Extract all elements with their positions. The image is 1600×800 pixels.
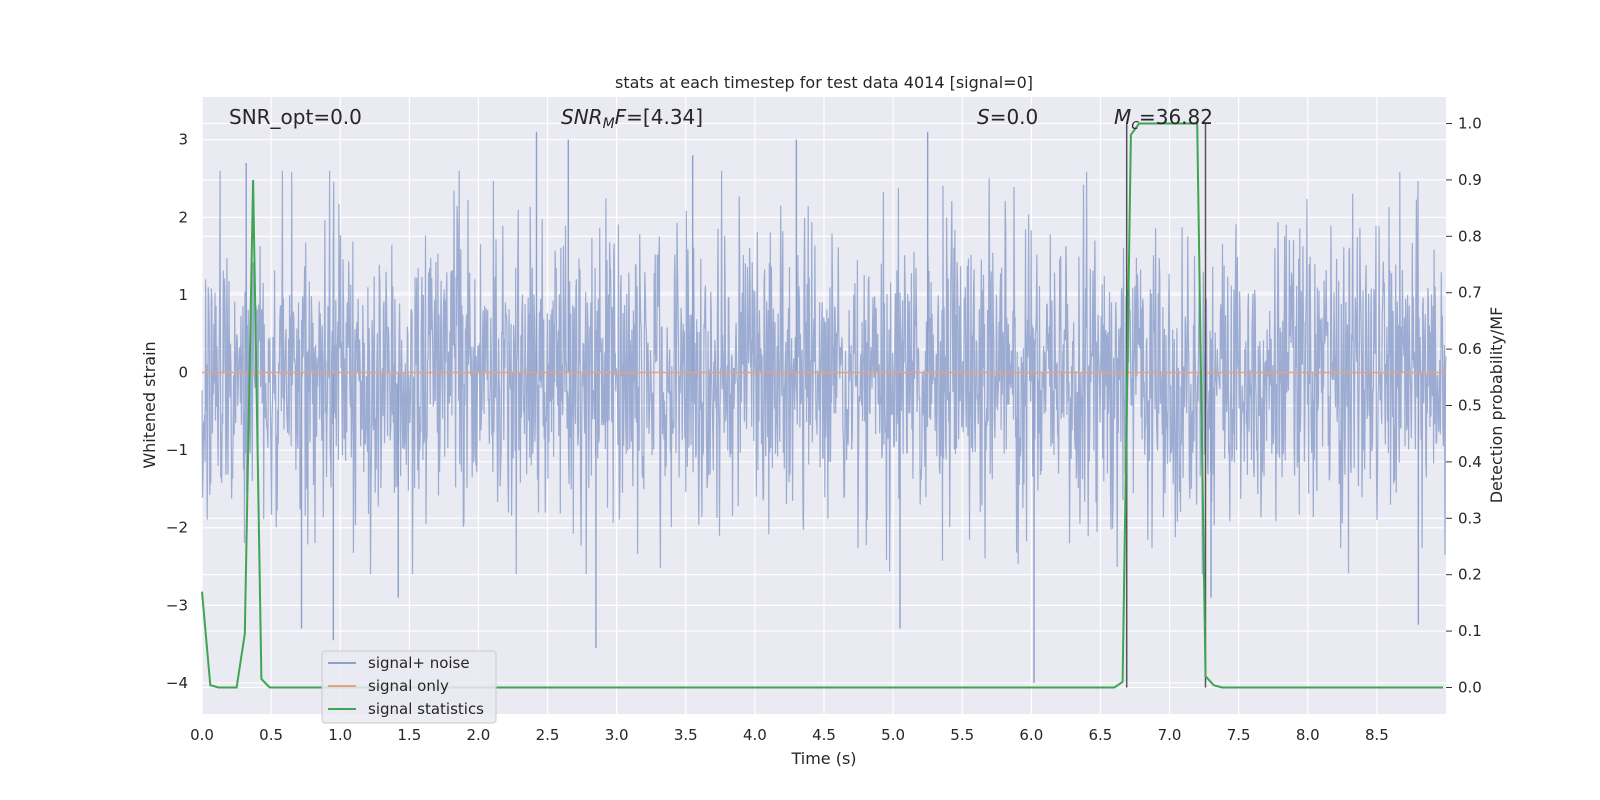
legend-box (321, 650, 497, 724)
annotation-mc: Mc=36.82 (1114, 105, 1213, 133)
x-tick-label: 8.0 (1296, 726, 1320, 744)
annotation-snr-mf: SNRMF=[4.34] (561, 105, 703, 132)
annotation-mc-sub: c (1131, 117, 1139, 133)
x-tick-label: 1.5 (397, 726, 421, 744)
annotation-mc-main: M (1114, 105, 1131, 129)
y2-tick-label: 0.7 (1458, 284, 1482, 302)
y2-tick-label: 0.9 (1458, 171, 1482, 189)
x-tick-label: 8.5 (1365, 726, 1389, 744)
y2-tick-label: 0.1 (1458, 622, 1482, 640)
x-tick-label: 5.0 (881, 726, 905, 744)
y2-tick-label: 1.0 (1458, 115, 1482, 133)
y2-tick-label: 0.5 (1458, 397, 1482, 415)
x-axis-ticks: 0.0 0.5 1.0 1.5 2.0 2.5 3.0 3.5 4.0 4.5 5.0 5.5 6.0 6… (190, 726, 1389, 744)
y-tick-label: 2 (178, 208, 188, 226)
series-signal-statistics (201, 122, 1444, 689)
annotation-snr-mf-main: SNR (561, 105, 603, 129)
x-tick-label: 6.0 (1019, 726, 1043, 744)
y2-tick-label: 0.6 (1458, 340, 1482, 358)
y-tick-label: −4 (166, 674, 188, 692)
x-axis-label: Time (s) (790, 749, 856, 768)
y-tick-label: −3 (166, 596, 188, 614)
legend: signal+ noise signal only signal statist… (321, 650, 497, 724)
annotation-s-value: =0.0 (990, 105, 1039, 129)
x-tick-label: 3.5 (674, 726, 698, 744)
y-tick-label: −2 (166, 519, 188, 537)
legend-label-signal-statistics: signal statistics (368, 700, 484, 718)
y-tick-label: 1 (178, 286, 188, 304)
x-tick-label: 3.0 (605, 726, 629, 744)
x-tick-label: 1.0 (328, 726, 352, 744)
x-tick-label: 2.0 (467, 726, 491, 744)
annotation-mc-value: =36.82 (1139, 105, 1213, 129)
x-tick-label: 5.5 (950, 726, 974, 744)
y2-axis-ticks: 0.0 0.1 0.2 0.3 0.4 0.5 0.6 0.7 0.8 0.9 1.0 (1446, 115, 1482, 696)
annotation-snr-mf-sub: M (603, 116, 615, 132)
x-tick-label: 7.5 (1227, 726, 1251, 744)
annotation-snr-mf-value: =[4.34] (626, 105, 703, 129)
legend-label-signal-only: signal only (368, 677, 449, 695)
x-tick-label: 2.5 (536, 726, 560, 744)
x-tick-label: 4.0 (743, 726, 767, 744)
y-tick-label: 3 (178, 131, 188, 149)
noise-line (201, 170, 1447, 575)
legend-label-signal-noise: signal+ noise (368, 654, 470, 672)
y2-tick-label: 0.8 (1458, 227, 1482, 245)
annotation-snr-opt: SNR_opt=0.0 (229, 105, 362, 129)
x-tick-label: 4.5 (812, 726, 836, 744)
annotation-s: S=0.0 (977, 105, 1038, 129)
y2-tick-label: 0.0 (1458, 678, 1482, 696)
chart-title: stats at each timestep for test data 401… (615, 73, 1033, 92)
y-tick-label: 0 (178, 364, 188, 382)
y2-tick-label: 0.2 (1458, 566, 1482, 584)
x-tick-label: 0.0 (190, 726, 214, 744)
statistics-line (201, 122, 1444, 689)
y-tick-label: −1 (166, 441, 188, 459)
x-tick-label: 7.0 (1158, 726, 1182, 744)
y-axis-label: Whitened strain (140, 341, 159, 468)
y2-tick-label: 0.4 (1458, 453, 1482, 471)
y-axis-ticks: −4 −3 −2 −1 0 1 2 3 (166, 131, 188, 692)
annotation-snr-mf-italic: F (615, 105, 627, 129)
x-tick-label: 0.5 (259, 726, 283, 744)
y2-axis-label: Detection probability/MF (1487, 307, 1506, 504)
x-tick-label: 6.5 (1089, 726, 1113, 744)
annotation-s-italic: S (977, 105, 990, 129)
y2-tick-label: 0.3 (1458, 509, 1482, 527)
series-signal-noise (201, 131, 1447, 683)
